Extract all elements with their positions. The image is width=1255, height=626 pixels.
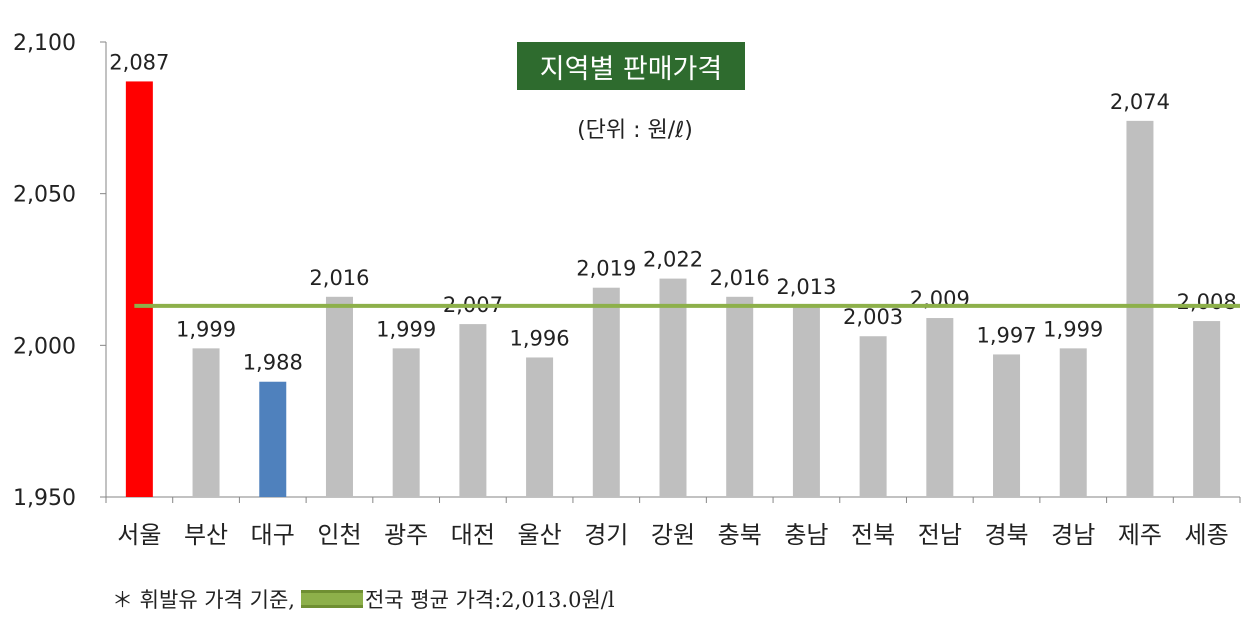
bar [592, 287, 620, 497]
x-category-label: 제주 [1118, 521, 1162, 549]
data-label: 1,999 [176, 317, 236, 341]
y-tick-label: 2,050 [13, 183, 76, 208]
data-label: 2,008 [1177, 290, 1237, 314]
bar [1193, 321, 1221, 497]
bar [392, 348, 420, 497]
unit-label: (단위 : 원/ℓ) [577, 118, 693, 143]
bar [1126, 120, 1154, 497]
data-label: 1,997 [976, 323, 1036, 347]
bar [459, 324, 487, 497]
bar [259, 381, 287, 497]
average-line-legend-swatch [300, 590, 363, 608]
data-label: 2,074 [1110, 90, 1170, 114]
x-category-label: 경북 [984, 521, 1028, 549]
x-category-label: 서울 [117, 521, 161, 549]
bar [726, 296, 754, 497]
y-tick-label: 1,950 [13, 486, 76, 511]
x-category-label: 충북 [718, 521, 762, 549]
x-category-label: 대전 [451, 521, 495, 549]
bar [659, 278, 687, 497]
data-label: 1,999 [1043, 317, 1103, 341]
chart-title: 지역별 판매가격 [517, 42, 745, 90]
bar [192, 348, 220, 497]
bar [993, 354, 1021, 497]
bar [859, 336, 887, 497]
x-category-label: 인천 [317, 521, 361, 549]
data-label: 2,087 [109, 50, 169, 74]
x-category-label: 전북 [851, 521, 895, 549]
bar [325, 296, 353, 497]
x-category-label: 경기 [584, 521, 628, 549]
bar [125, 81, 153, 497]
footnote-text: ＊ 휘발유 가격 기준, [112, 588, 295, 612]
average-line-legend-label: 전국 평균 가격:2,013.0원/l [364, 588, 615, 612]
x-category-label: 대구 [251, 521, 295, 549]
data-label: 2,022 [643, 248, 703, 272]
bar [792, 305, 820, 497]
x-category-label: 세종 [1185, 521, 1229, 549]
bar-chart: 1,950 2,000 2,050 2,100 2,087 서울 1,999 부산 1,988 대… [13, 31, 1241, 549]
data-label: 2,016 [309, 266, 369, 290]
data-label: 2,013 [776, 275, 836, 299]
y-tick-label: 2,100 [13, 31, 76, 56]
x-category-label: 울산 [518, 521, 562, 549]
bar [526, 357, 554, 497]
bar [926, 318, 954, 497]
data-label: 1,999 [376, 317, 436, 341]
x-category-label: 경남 [1051, 521, 1095, 549]
data-label: 2,003 [843, 305, 903, 329]
y-tick-label: 2,000 [13, 334, 76, 359]
x-category-label: 전남 [918, 521, 962, 549]
x-category-label: 부산 [184, 521, 228, 549]
data-label: 1,996 [510, 326, 570, 350]
x-category-label: 강원 [651, 521, 695, 549]
x-category-label: 충남 [784, 521, 828, 549]
data-label: 1,988 [243, 351, 303, 375]
data-label: 2,019 [576, 257, 636, 281]
data-label: 2,016 [710, 266, 770, 290]
x-category-label: 광주 [384, 521, 428, 549]
bar [1059, 348, 1087, 497]
footnote: ＊ 휘발유 가격 기준, 전국 평균 가격:2,013.0원/l [112, 582, 615, 616]
